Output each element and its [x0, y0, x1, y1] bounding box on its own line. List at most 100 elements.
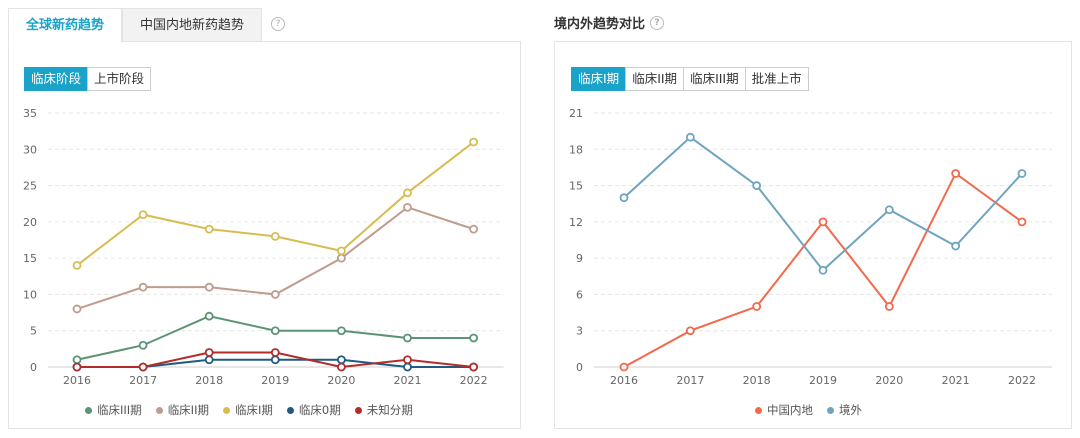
data-point: [270, 290, 280, 299]
legend-dot-icon: [827, 406, 834, 414]
legend-label: 未知分期: [366, 403, 413, 417]
data-point: [72, 260, 82, 270]
legend-item[interactable]: 临床0期: [286, 402, 341, 418]
y-tick-label: 5: [30, 325, 37, 338]
legend-label: 临床III期: [97, 403, 142, 417]
question-circle-icon[interactable]: ?: [271, 17, 286, 31]
right-chart-panel: [554, 41, 1072, 429]
legend-dot-icon: [222, 406, 230, 414]
data-point: [818, 265, 828, 275]
x-tick-label: 2020: [875, 374, 903, 387]
x-tick-label: 2021: [942, 374, 970, 387]
left-chart-legend: 临床III期 临床II期 临床I期 临床0期 未知分期: [85, 402, 413, 418]
y-tick-label: 30: [23, 143, 37, 156]
right-phase-toggle: 临床I期 临床II期 临床III期 批准上市: [571, 67, 809, 91]
segment-approved[interactable]: 批准上市: [744, 67, 809, 91]
right-chart-legend: 中国内地 境外: [755, 402, 862, 418]
y-tick-label: 3: [576, 325, 583, 338]
question-circle-icon[interactable]: ?: [650, 15, 665, 30]
y-tick-label: 21: [569, 107, 583, 120]
legend-dot-icon: [85, 406, 92, 414]
x-tick-label: 2016: [63, 374, 91, 387]
tab-china-trend[interactable]: 中国内地新药趋势: [122, 8, 263, 42]
data-point: [403, 202, 412, 212]
data-point: [752, 181, 762, 190]
data-point: [204, 224, 214, 234]
data-point: [204, 348, 214, 357]
data-point: [138, 210, 148, 220]
x-tick-label: 2020: [327, 374, 355, 387]
data-point: [336, 246, 346, 256]
data-point: [336, 253, 346, 263]
data-point: [72, 355, 82, 365]
data-point: [403, 355, 412, 365]
data-point: [138, 282, 148, 292]
legend-dot-icon: [354, 406, 362, 414]
y-tick-label: 15: [569, 180, 583, 193]
data-point: [270, 231, 280, 241]
legend-label: 临床I期: [234, 403, 273, 417]
right-panel-title: 境内外趋势对比 ?: [554, 13, 665, 32]
data-point: [818, 217, 828, 227]
data-point: [72, 362, 82, 372]
legend-item[interactable]: 未知分期: [354, 402, 413, 418]
data-point: [1017, 169, 1027, 178]
y-tick-label: 25: [23, 180, 37, 193]
segment-market-stage[interactable]: 上市阶段: [87, 67, 152, 91]
left-panel-tabs: 全球新药趋势 中国内地新药趋势 ?: [8, 8, 286, 43]
data-point: [619, 193, 629, 203]
data-point: [685, 326, 695, 336]
legend-dot-icon: [755, 406, 762, 414]
data-point: [752, 302, 762, 311]
y-tick-label: 18: [569, 143, 583, 156]
legend-label: 境外: [839, 403, 862, 417]
data-point: [403, 188, 412, 198]
data-point: [138, 362, 148, 372]
y-tick-label: 15: [23, 252, 37, 265]
data-point: [72, 304, 82, 314]
data-point: [336, 362, 346, 372]
data-point: [403, 362, 412, 372]
legend-label: 临床0期: [298, 403, 341, 417]
y-tick-label: 35: [23, 107, 37, 120]
x-tick-label: 2022: [460, 374, 488, 387]
y-tick-label: 6: [576, 288, 583, 301]
x-tick-label: 2018: [743, 374, 771, 387]
data-point: [270, 326, 280, 336]
y-tick-label: 12: [569, 216, 583, 229]
legend-dot-icon: [286, 406, 294, 414]
data-point: [138, 340, 148, 350]
segment-phase-1[interactable]: 临床I期: [571, 67, 627, 91]
data-point: [469, 224, 479, 234]
y-tick-label: 10: [23, 288, 37, 301]
tab-global-trend[interactable]: 全球新药趋势: [8, 8, 123, 43]
x-tick-label: 2017: [129, 374, 157, 387]
legend-item[interactable]: 临床III期: [85, 402, 142, 418]
series-line: [623, 135, 1023, 272]
segment-clinical-stage[interactable]: 临床阶段: [24, 67, 89, 91]
data-point: [884, 302, 894, 311]
legend-item[interactable]: 临床I期: [222, 402, 273, 418]
data-point: [884, 205, 894, 215]
data-point: [336, 326, 346, 336]
data-point: [204, 282, 214, 292]
legend-item[interactable]: 临床II期: [155, 402, 209, 418]
y-tick-label: 0: [30, 361, 37, 374]
x-tick-label: 2017: [676, 374, 704, 387]
legend-item[interactable]: 境外: [827, 402, 862, 418]
data-point: [204, 355, 214, 365]
data-point: [469, 333, 479, 343]
legend-item[interactable]: 中国内地: [755, 402, 813, 418]
data-point: [685, 132, 695, 142]
y-tick-label: 20: [23, 216, 37, 229]
data-point: [469, 137, 479, 147]
data-point: [270, 348, 280, 357]
data-point: [469, 362, 479, 372]
data-point: [1017, 217, 1027, 227]
data-point: [204, 311, 214, 321]
legend-dot-icon: [155, 406, 163, 414]
y-tick-label: 9: [576, 252, 583, 265]
legend-label: 临床II期: [167, 403, 209, 417]
x-tick-label: 2019: [809, 374, 837, 387]
